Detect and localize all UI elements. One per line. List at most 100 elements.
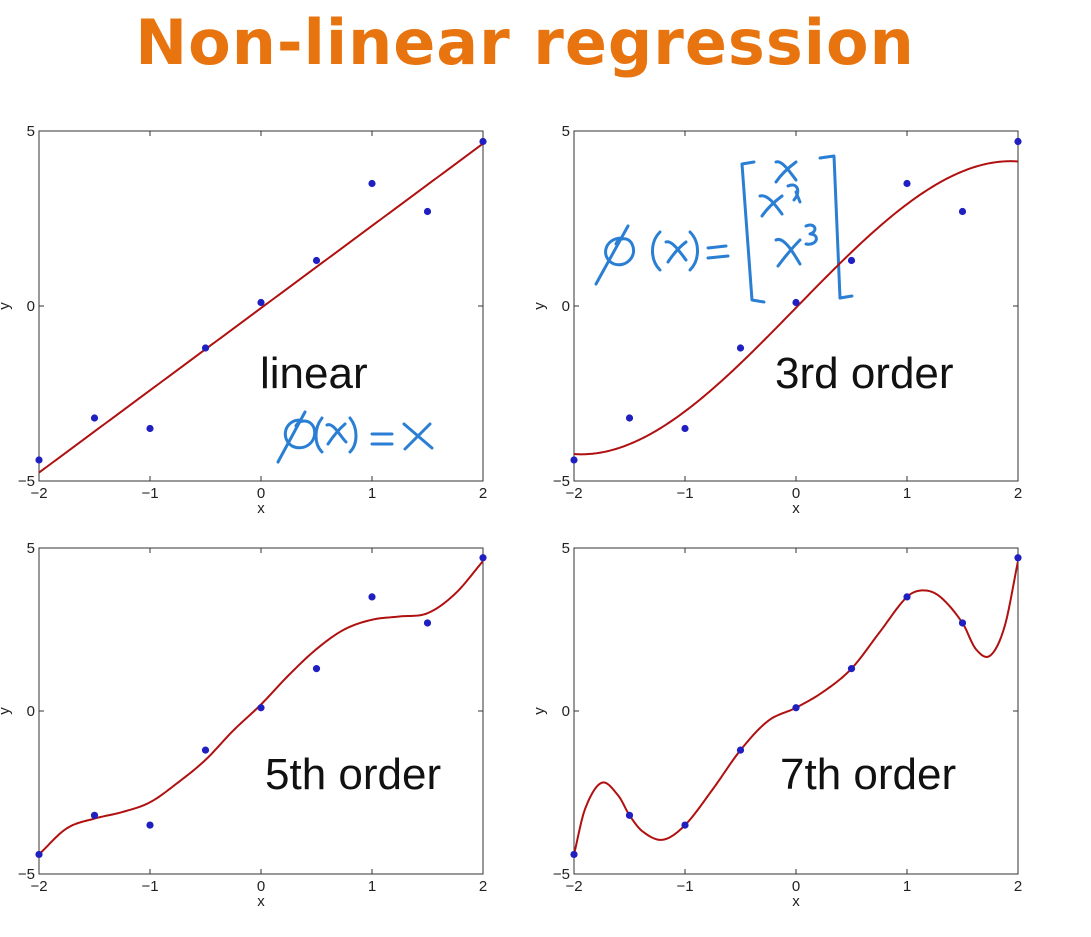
model-label: 3rd order	[775, 349, 954, 398]
data-point	[958, 207, 967, 216]
data-point	[847, 665, 856, 673]
data-point	[312, 665, 321, 673]
x-axis-label: x	[257, 500, 265, 517]
x-tick-label: −1	[676, 878, 693, 895]
y-axis-label: y	[0, 302, 13, 310]
data-point	[1014, 554, 1022, 562]
subplot-2: −2 −1 0 1 2 −5 0 5 x y 3rd order	[531, 123, 1022, 517]
data-point	[625, 811, 634, 819]
ink-paren-cubic	[651, 230, 699, 272]
data-point	[570, 850, 578, 859]
y-axis-label: y	[531, 707, 548, 715]
y-tick-label: 0	[27, 298, 35, 315]
data-point	[681, 424, 689, 433]
data-point	[479, 554, 487, 562]
x-tick-label: 0	[792, 878, 800, 895]
model-label: linear	[260, 349, 368, 398]
ink-bracket-left	[740, 160, 766, 304]
ink-x	[325, 422, 348, 446]
ink-equals	[370, 432, 394, 446]
x-axis-label: x	[257, 893, 265, 910]
subplot-1: −2 −1 0 1 2 −5 0 5 x y linear	[0, 123, 487, 517]
data-point	[681, 821, 689, 829]
data-point	[792, 298, 800, 307]
y-tick-label: −5	[18, 866, 35, 883]
x-tick-label: −2	[565, 485, 582, 502]
data-point	[792, 704, 800, 712]
data-point	[201, 344, 210, 352]
data-point	[958, 619, 967, 627]
y-tick-label: −5	[553, 866, 570, 883]
y-tick-label: 0	[27, 703, 35, 720]
x-tick-label: 1	[903, 878, 911, 895]
y-tick-label: 5	[562, 123, 570, 140]
data-point	[1014, 137, 1022, 146]
slide-title: Non-linear regression	[135, 6, 915, 79]
ink-phi	[276, 410, 317, 464]
y-tick-label: 0	[562, 298, 570, 315]
x-tick-label: 1	[903, 485, 911, 502]
data-point	[423, 619, 432, 627]
data-point	[479, 137, 487, 146]
x-tick-label: −1	[141, 485, 158, 502]
x-tick-label: 0	[257, 485, 265, 502]
y-axis-label: y	[531, 302, 548, 310]
data-point	[625, 414, 634, 422]
data-point	[423, 207, 432, 216]
subplot-4: −2 −1 0 1 2 −5 0 5 x y 7th order	[531, 540, 1022, 910]
ink-phi-cubic	[594, 224, 635, 286]
fit-curve	[39, 142, 483, 474]
x-tick-label: 2	[479, 485, 487, 502]
y-axis-label: y	[0, 707, 13, 715]
x-tick-label: −2	[30, 878, 47, 895]
y-tick-label: 0	[562, 703, 570, 720]
x-axis-label: x	[792, 893, 800, 910]
data-point	[736, 746, 745, 754]
ink-paren	[314, 416, 358, 454]
ink-vec-x3	[774, 223, 818, 268]
data-point	[257, 704, 265, 712]
data-point	[312, 256, 321, 265]
model-label: 7th order	[780, 750, 956, 799]
ink-x-cubic	[664, 240, 688, 264]
ink-bracket-right	[818, 154, 854, 300]
data-point	[35, 456, 43, 464]
x-tick-label: 0	[792, 485, 800, 502]
x-tick-label: −2	[30, 485, 47, 502]
x-tick-label: 2	[479, 878, 487, 895]
annotation-linear	[276, 410, 434, 464]
annotation-cubic	[594, 154, 854, 304]
data-point	[368, 593, 376, 601]
ink-x2	[402, 422, 434, 451]
x-tick-label: 0	[257, 878, 265, 895]
data-point	[146, 424, 154, 433]
data-point	[903, 179, 911, 188]
x-tick-label: 2	[1014, 485, 1022, 502]
x-tick-label: −1	[676, 485, 693, 502]
data-point	[201, 746, 210, 754]
data-point	[736, 344, 745, 352]
data-point	[570, 456, 578, 464]
x-tick-label: −2	[565, 878, 582, 895]
y-tick-label: 5	[27, 123, 35, 140]
x-tick-label: 1	[368, 878, 376, 895]
data-point	[368, 179, 376, 188]
data-point	[903, 593, 911, 601]
data-point	[90, 414, 99, 422]
data-point	[146, 821, 154, 829]
x-axis-label: x	[792, 500, 800, 517]
x-tick-label: −1	[141, 878, 158, 895]
data-point	[90, 811, 99, 819]
ink-equals-cubic	[706, 244, 730, 260]
model-label: 5th order	[265, 750, 441, 799]
data-point	[35, 850, 43, 859]
subplot-3: −2 −1 0 1 2 −5 0 5 x y 5th order	[0, 540, 487, 910]
y-tick-label: 5	[27, 540, 35, 557]
ink-vec-x2	[758, 183, 802, 218]
y-tick-label: −5	[18, 473, 35, 490]
y-tick-label: 5	[562, 540, 570, 557]
data-point	[257, 298, 265, 307]
ink-vec-x	[774, 160, 798, 184]
y-tick-label: −5	[553, 473, 570, 490]
